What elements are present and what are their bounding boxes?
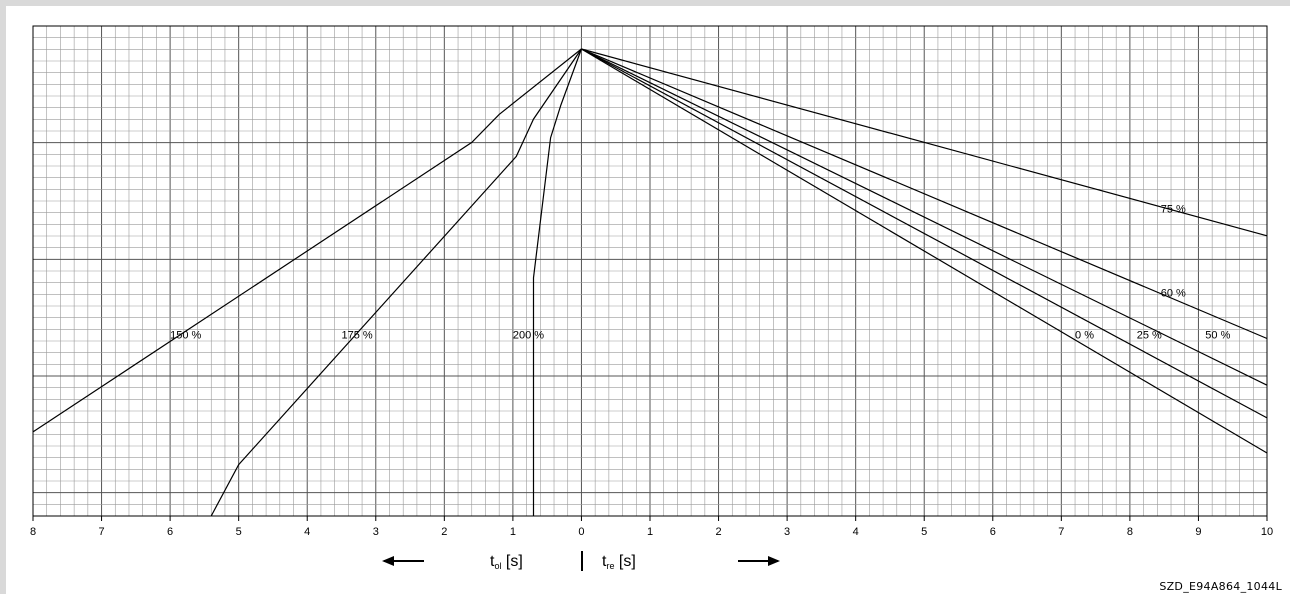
curve-label: 75 % <box>1161 203 1186 215</box>
axis-labels: tol [s] tre [s] <box>382 551 780 571</box>
curve-label: 50 % <box>1205 330 1230 342</box>
curve-label: 150 % <box>170 330 201 342</box>
x-tick-label: 10 <box>1261 526 1273 538</box>
series-line <box>532 48 582 516</box>
series-line <box>32 48 582 433</box>
curve-label: 200 % <box>513 330 544 342</box>
x-tick-label: 8 <box>30 526 36 538</box>
x-tick-label: 2 <box>715 526 721 538</box>
figure-reference: SZD_E94A864_1044L <box>1159 580 1282 593</box>
series-line <box>581 48 1268 340</box>
x-tick-label: 4 <box>304 526 310 538</box>
x-label-left: tol [s] <box>490 553 523 571</box>
curve-labels: 150 % 175 % 200 % 75 % 60 % 50 % 25 % 0 % <box>170 203 1230 341</box>
grid <box>32 25 1268 517</box>
series-line <box>581 48 1268 419</box>
x-tick-label: 0 <box>578 526 584 538</box>
curve-label: 25 % <box>1137 330 1162 342</box>
x-tick-label: 7 <box>1058 526 1064 538</box>
x-tick-label: 3 <box>784 526 790 538</box>
x-tick-label: 6 <box>167 526 173 538</box>
series-line <box>581 48 1268 386</box>
x-tick-label: 2 <box>441 526 447 538</box>
x-tick-label: 8 <box>1127 526 1133 538</box>
series-group <box>32 48 1268 517</box>
curve-label: 175 % <box>342 330 373 342</box>
x-tick-label: 7 <box>98 526 104 538</box>
x-tick-labels: 8 7 6 5 4 3 2 1 0 1 2 3 4 5 6 7 8 9 10 <box>30 516 1273 538</box>
curve-label: 60 % <box>1161 288 1186 300</box>
series-line <box>581 48 1268 237</box>
series-line <box>210 48 582 517</box>
x-tick-label: 5 <box>236 526 242 538</box>
left-arrow-icon <box>382 556 394 566</box>
x-tick-label: 4 <box>853 526 859 538</box>
x-tick-label: 1 <box>647 526 653 538</box>
x-tick-label: 3 <box>373 526 379 538</box>
x-label-right: tre [s] <box>602 553 636 571</box>
x-tick-label: 1 <box>510 526 516 538</box>
right-arrow-icon <box>768 556 780 566</box>
x-tick-label: 5 <box>921 526 927 538</box>
chart-canvas: 150 % 175 % 200 % 75 % 60 % 50 % 25 % 0 % 8 7 6 5 4… <box>30 25 1273 571</box>
x-tick-label: 9 <box>1195 526 1201 538</box>
curve-label: 0 % <box>1075 330 1094 342</box>
x-tick-label: 6 <box>990 526 996 538</box>
series-line <box>581 48 1268 454</box>
